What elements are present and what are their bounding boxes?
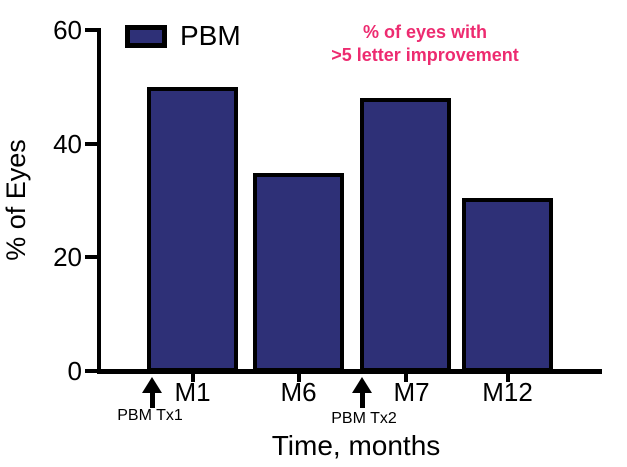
y-tick-label-60: 60 — [53, 15, 82, 45]
treatment-label-tx2: PBM Tx2 — [331, 410, 397, 427]
x-tick-label-m12: M12 — [482, 377, 533, 407]
x-tick-m7 — [403, 374, 408, 382]
y-axis-line — [97, 28, 101, 373]
y-tick-0 — [85, 369, 97, 373]
arrow-head — [142, 377, 162, 393]
legend: PBM — [125, 22, 241, 50]
annotation-eyes-improvement: % of eyes with >5 letter improvement — [308, 21, 542, 67]
y-tick-label-20: 20 — [53, 242, 82, 273]
annotation-line-1: % of eyes with — [362, 22, 488, 42]
legend-label: PBM — [180, 20, 241, 51]
treatment-arrow-tx2-icon — [352, 377, 372, 408]
bar-m6 — [253, 173, 344, 372]
bar-m7 — [360, 98, 451, 372]
x-tick-label-m7: M7 — [393, 377, 430, 407]
x-tick-m1 — [190, 374, 195, 382]
treatment-arrow-tx1-icon — [142, 377, 162, 408]
y-tick-60 — [85, 28, 97, 32]
bar-m1 — [147, 86, 238, 372]
x-tick-label-m1: M1 — [174, 377, 211, 407]
annotation-line-2: >5 letter improvement — [331, 45, 519, 65]
arrow-shaft — [359, 392, 365, 408]
x-tick-label-m6: M6 — [280, 377, 317, 407]
y-tick-label-0: 0 — [67, 356, 82, 386]
x-axis-line — [97, 369, 602, 374]
arrow-head — [352, 377, 372, 393]
y-tick-40 — [85, 141, 97, 146]
legend-swatch-icon — [125, 24, 167, 48]
y-tick-20 — [85, 255, 97, 260]
x-tick-m12 — [505, 374, 510, 382]
y-tick-label-40: 40 — [53, 128, 82, 159]
bar-m12 — [462, 198, 553, 372]
treatment-label-tx1: PBM Tx1 — [117, 407, 183, 424]
arrow-shaft — [149, 392, 155, 408]
x-axis-title: Time, months — [271, 430, 441, 461]
y-axis-title: % of Eyes — [1, 139, 31, 261]
x-tick-m6 — [296, 374, 301, 382]
